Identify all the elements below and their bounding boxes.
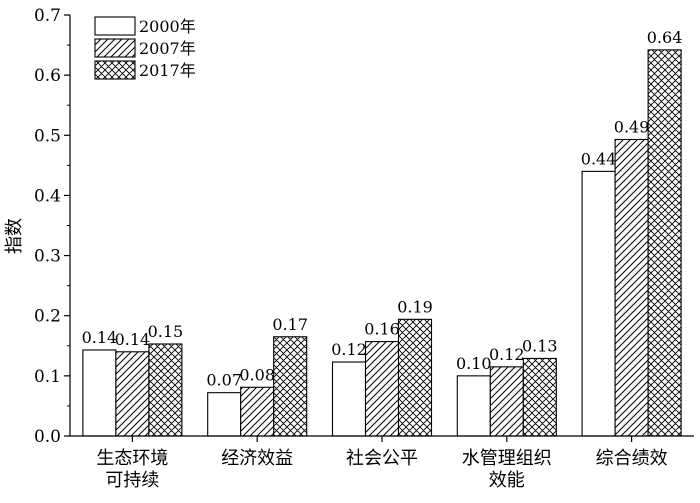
legend-swatch [94,60,136,80]
bar [456,375,491,437]
data-label: 0.64 [647,28,683,47]
bar [82,349,117,437]
legend-label: 2017年 [139,61,196,80]
data-label: 0.12 [331,340,367,359]
data-label: 0.44 [581,149,617,168]
bar [489,366,524,437]
y-axis-label: 指数 [4,218,25,254]
bar [614,138,649,437]
data-label: 0.07 [206,371,242,390]
legend-swatch [94,38,136,58]
bar [397,318,433,437]
bar [364,341,400,437]
data-label: 0.15 [148,322,184,341]
x-ticks: 生态环境可持续 经济效益 社会公平 水管理组织效能 综合绩效 [96,436,668,491]
y-tick-label: 0.2 [34,307,61,327]
bar [647,49,682,437]
legend-swatch [94,16,136,36]
data-label: 0.13 [522,336,558,355]
x-tick-label: 社会公平 [346,448,418,469]
data-label: 0.12 [489,345,525,364]
x-tick-label: 综合绩效 [596,448,668,469]
bar [115,351,150,437]
data-label: 0.49 [614,117,650,136]
x-tick-label: 水管理组织效能 [462,448,552,491]
data-label: 0.16 [364,320,400,339]
value-labels-layer: 0.140.140.150.070.080.170.120.160.190.10… [82,28,683,390]
bar [273,336,308,437]
data-label: 0.19 [397,297,433,316]
bar [240,386,275,437]
data-label: 0.10 [456,354,492,373]
bars-layer [82,49,682,437]
bar [331,361,367,437]
data-label: 0.08 [239,365,275,384]
y-tick-label: 0.4 [34,186,61,206]
data-label: 0.14 [82,328,118,347]
y-ticks: 0.0 0.1 0.2 0.3 0.4 0.5 0.6 0.7 [34,6,70,447]
y-tick-label: 0.3 [34,247,61,267]
bar [148,343,183,437]
x-tick-label: 经济效益 [221,448,293,469]
legend: 2000年 2007年 2017年 [94,16,196,80]
legend-label: 2000年 [139,17,196,36]
bar [207,392,242,437]
x-tick-label: 生态环境可持续 [96,448,168,491]
y-tick-label: 0.0 [34,427,61,447]
y-tick-label: 0.6 [34,66,61,86]
y-tick-label: 0.1 [34,367,61,387]
data-label: 0.14 [115,330,151,349]
bar [522,357,557,437]
legend-label: 2007年 [139,39,196,58]
y-tick-label: 0.5 [34,126,61,146]
bar [581,170,616,437]
data-label: 0.17 [272,315,308,334]
y-tick-label: 0.7 [34,6,61,26]
